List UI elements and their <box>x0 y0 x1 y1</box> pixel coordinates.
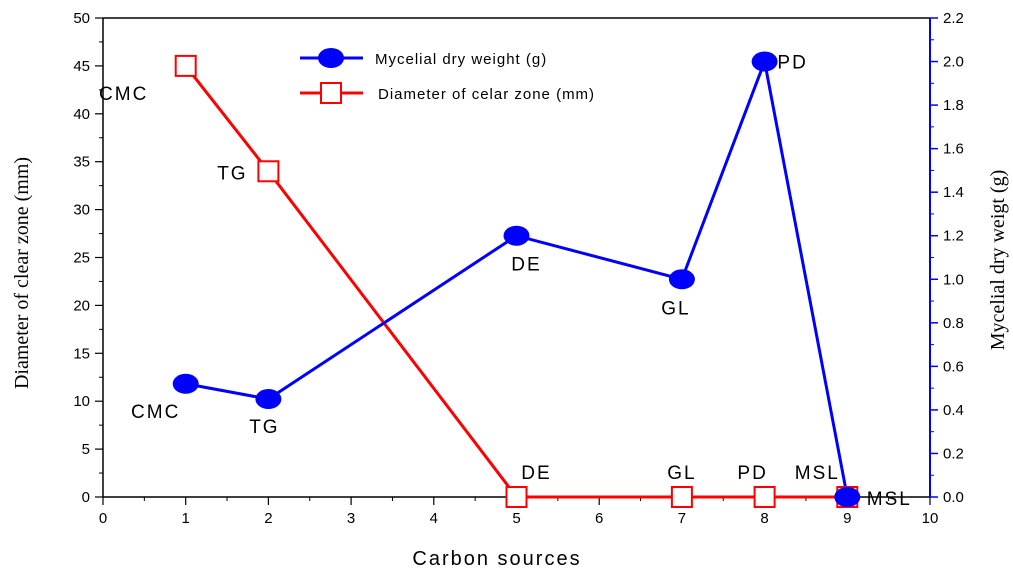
x-tick-label: 8 <box>760 510 768 527</box>
right-y-tick-label: 0.2 <box>943 445 964 462</box>
left-y-tick-label: 30 <box>73 202 90 219</box>
clear-zone-series-line <box>184 64 848 499</box>
mycelial-point <box>834 487 861 507</box>
left-y-axis-title: Diameter of clear zone (mm) <box>11 157 33 389</box>
right-y-axis-ticks: 0.0 0.2 0.4 0.6 0.8 1.0 1.2 1.4 1.6 1.8 2.0 2.2 <box>930 10 964 506</box>
mycelial-point <box>503 225 530 246</box>
clear-zone-point <box>505 486 528 508</box>
mycelial-point-label: CMC <box>131 402 180 423</box>
right-y-tick-label: 1.0 <box>943 271 964 288</box>
right-y-tick-label: 1.2 <box>943 228 964 245</box>
mycelial-series-line <box>185 56 849 498</box>
x-tick-label: 7 <box>678 510 686 527</box>
left-y-tick-label: 25 <box>73 250 90 267</box>
x-tick-label: 10 <box>922 510 939 527</box>
right-y-tick-label: 1.6 <box>943 141 964 158</box>
series-markers <box>172 51 861 508</box>
x-tick-label: 6 <box>595 510 603 527</box>
mycelial-point-label: DE <box>511 255 541 276</box>
clear-zone-point <box>753 486 776 508</box>
right-y-tick-label: 2.0 <box>943 54 964 71</box>
mycelial-point-label: MSL <box>867 489 912 510</box>
clear-zone-point-label: CMC <box>99 84 148 105</box>
x-tick-label: 9 <box>843 510 851 527</box>
right-y-tick-label: 0.6 <box>943 358 964 375</box>
x-tick-label: 4 <box>430 510 438 527</box>
clear-zone-point <box>670 486 693 508</box>
x-tick-label: 0 <box>99 510 107 527</box>
mycelial-point-label: GL <box>661 298 690 319</box>
mycelial-point <box>751 51 778 72</box>
clear-zone-point-label: TG <box>217 163 247 184</box>
clear-zone-point <box>257 160 280 183</box>
legend-mycelial-marker <box>318 48 344 68</box>
legend: Mycelial dry weight (g) Diameter of celar… <box>300 48 595 104</box>
right-y-axis-title: Mycelial dry weigt (g) <box>987 170 1009 351</box>
mycelial-point <box>172 373 199 394</box>
mycelial-point-label: PD <box>777 53 807 74</box>
mycelial-point-label: TG <box>249 417 279 438</box>
clear-zone-point-label: MSL <box>795 463 840 484</box>
legend-clear-zone-label: Diameter of celar zone (mm) <box>378 86 595 103</box>
left-y-tick-label: 15 <box>73 345 90 362</box>
x-axis-title: Carbon sources <box>412 548 581 570</box>
clear-zone-point-label: DE <box>521 463 551 484</box>
left-y-tick-label: 0 <box>82 489 90 506</box>
right-y-tick-label: 0.8 <box>943 315 964 332</box>
left-y-tick-label: 5 <box>82 441 90 458</box>
right-y-tick-label: 0.4 <box>943 402 964 419</box>
legend-mycelial-label: Mycelial dry weight (g) <box>375 51 547 68</box>
x-tick-label: 2 <box>264 510 272 527</box>
x-tick-label: 3 <box>347 510 355 527</box>
clear-zone-point <box>174 54 197 77</box>
left-y-tick-label: 40 <box>73 106 90 123</box>
series-lines <box>184 56 849 499</box>
right-y-tick-label: 2.2 <box>943 10 964 27</box>
left-y-tick-label: 50 <box>73 10 90 27</box>
clear-zone-point-label: PD <box>737 463 767 484</box>
left-y-axis-ticks: 0 5 10 15 20 25 30 35 40 45 50 <box>73 10 103 506</box>
left-y-tick-label: 20 <box>73 297 90 314</box>
left-y-tick-label: 10 <box>73 393 90 410</box>
point-labels: CMC TG DE GL PD MSL CMC TG DE GL PD MSL <box>99 53 912 510</box>
right-y-tick-label: 0.0 <box>943 489 964 506</box>
left-y-tick-label: 35 <box>73 154 90 171</box>
clear-zone-point-label: GL <box>667 463 696 484</box>
left-y-tick-label: 45 <box>73 58 90 75</box>
right-y-tick-label: 1.8 <box>943 97 964 114</box>
x-tick-label: 1 <box>182 510 190 527</box>
x-tick-label: 5 <box>512 510 520 527</box>
legend-clear-zone-marker <box>320 82 342 104</box>
mycelial-point <box>668 269 695 290</box>
mycelial-point <box>255 389 282 410</box>
right-y-tick-label: 1.4 <box>943 184 964 201</box>
